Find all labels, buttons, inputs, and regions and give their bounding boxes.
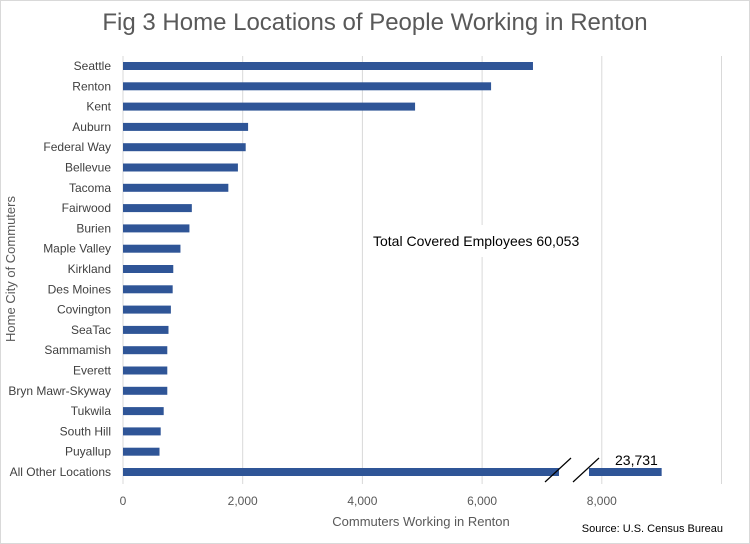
bar-tukwila [123,407,164,416]
category-label-maple-valley: Maple Valley [43,242,111,256]
tick-labels: 0 2,000 4,000 6,000 8,000 [120,494,617,508]
bar-seattle [123,62,533,70]
bar-auburn [123,122,249,131]
axis-break-mark-left [544,457,572,483]
annotations: 23,731 [544,452,658,483]
category-label-bellevue: Bellevue [65,161,111,175]
category-label-fairwood: Fairwood [62,201,111,215]
category-label-kent: Kent [86,100,111,114]
category-label-auburn: Auburn [72,120,111,134]
bar-seatac [123,325,169,334]
bar-covington [123,305,171,314]
bar-all-other-locations [123,468,662,476]
category-label-seattle: Seattle [74,59,112,73]
chart-title: Fig 3 Home Locations of People Working i… [102,9,648,36]
x-tick-label-2000: 2,000 [228,494,258,508]
bar-federal-way [123,143,246,152]
bar-puyallup [123,447,160,456]
y-axis-title: Home City of Commuters [3,196,18,342]
category-labels: Seattle Renton Kent Auburn Federal Way Bellev… [8,59,111,479]
x-tick-label-4000: 4,000 [347,494,377,508]
category-label-des-moines: Des Moines [48,282,111,296]
axis-break-gap [559,464,589,480]
bars [123,62,662,476]
total-employees-callout: Total Covered Employees 60,053 [363,225,599,257]
category-label-puyallup: Puyallup [65,445,111,459]
bar-bryn-mawr-skyway [123,386,168,395]
source-note: Source: U.S. Census Bureau [581,523,723,535]
bar-maple-valley [123,244,181,253]
x-tick-label-6000: 6,000 [467,494,497,508]
bar-renton [123,82,492,91]
bar-fairwood [123,204,192,213]
x-tick-label-0: 0 [120,494,127,508]
x-tick-label-8000: 8,000 [587,494,617,508]
data-label-all-other-locations: 23,731 [615,452,658,468]
category-label-kirkland: Kirkland [68,262,111,276]
bar-kent [123,102,416,111]
axis-break-mark-right [572,457,600,483]
category-label-renton: Renton [72,79,111,93]
bar-burien [123,224,190,233]
category-label-south-hill: South Hill [60,424,111,438]
category-label-sammamish: Sammamish [44,343,111,357]
category-label-federal-way: Federal Way [43,140,111,154]
bar-south-hill [123,427,161,436]
category-label-everett: Everett [73,364,112,378]
category-label-burien: Burien [76,221,111,235]
bar-everett [123,366,168,375]
category-label-tacoma: Tacoma [69,181,111,195]
bar-kirkland [123,265,174,273]
x-axis-title: Commuters Working in Renton [332,514,510,529]
category-label-covington: Covington [57,303,111,317]
gridlines [122,56,722,484]
category-label-bryn-mawr-skyway: Bryn Mawr-Skyway [8,384,111,398]
bar-sammamish [123,346,168,355]
category-label-seatac: SeaTac [71,323,111,337]
category-label-tukwila: Tukwila [71,404,112,418]
bar-tacoma [123,183,229,192]
category-label-all-other-locations: All Other Locations [10,465,111,479]
bar-bellevue [123,163,238,172]
bar-des-moines [123,285,173,294]
